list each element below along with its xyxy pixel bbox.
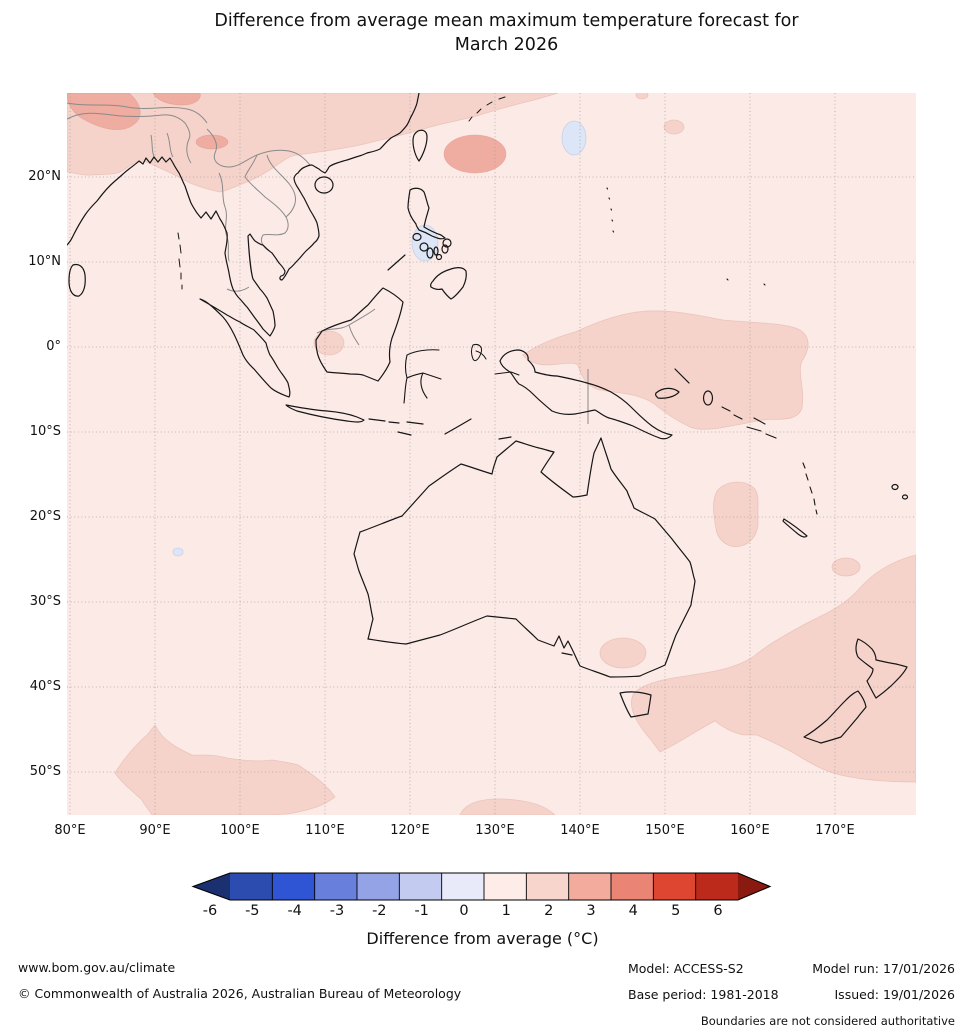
lon-label-100e: 100°E bbox=[220, 823, 260, 838]
lat-label-40s: 40°S bbox=[29, 679, 61, 694]
lon-label-170e: 170°E bbox=[815, 823, 855, 838]
lon-label-160e: 160°E bbox=[730, 823, 770, 838]
page-title-line2: March 2026 bbox=[454, 35, 559, 55]
colorbar-seg-7 bbox=[526, 873, 569, 900]
colorbar-seg-5 bbox=[441, 873, 484, 900]
lat-label-10n: 10°N bbox=[28, 254, 61, 269]
cbar-tick-6: 6 bbox=[713, 903, 723, 919]
lat-label-10s: 10°S bbox=[29, 424, 61, 439]
lat-label-50s: 50°S bbox=[29, 764, 61, 779]
country-borders bbox=[66, 102, 589, 424]
lon-label-120e: 120°E bbox=[390, 823, 430, 838]
lon-label-80e: 80°E bbox=[54, 823, 86, 838]
lon-label-150e: 150°E bbox=[645, 823, 685, 838]
cbar-tick-neg5: -5 bbox=[245, 903, 260, 919]
colorbar-segments bbox=[193, 873, 770, 900]
cbar-tick-neg2: -2 bbox=[372, 903, 387, 919]
anomaly-2-3-layer bbox=[66, 92, 507, 174]
colorbar-seg-11 bbox=[695, 873, 738, 900]
lat-label-30s: 30°S bbox=[29, 594, 61, 609]
lat-label-0: 0° bbox=[46, 339, 61, 354]
colorbar-seg-10 bbox=[653, 873, 696, 900]
graticule-gridlines bbox=[67, 93, 916, 815]
colorbar-tick-labels: -6 -5 -4 -3 -2 -1 0 1 2 3 4 5 6 bbox=[190, 903, 775, 923]
footer-model: Model: ACCESS-S2 bbox=[628, 961, 744, 976]
lon-label-90e: 90°E bbox=[139, 823, 171, 838]
cbar-tick-4: 4 bbox=[628, 903, 638, 919]
footer-base-period: Base period: 1981-2018 bbox=[628, 987, 779, 1002]
colorbar-seg-4 bbox=[399, 873, 442, 900]
coastlines bbox=[66, 92, 909, 744]
colorbar-seg-9 bbox=[611, 873, 654, 900]
colorbar-right-arrow bbox=[738, 873, 770, 900]
cbar-tick-neg1: -1 bbox=[414, 903, 429, 919]
anomaly-1-2-layer bbox=[66, 90, 917, 816]
lat-label-20s: 20°S bbox=[29, 509, 61, 524]
cbar-tick-5: 5 bbox=[671, 903, 681, 919]
lon-label-140e: 140°E bbox=[560, 823, 600, 838]
colorbar-dividers bbox=[271, 873, 697, 900]
footer-issued: Issued: 19/01/2026 bbox=[834, 987, 956, 1002]
colorbar-left-arrow bbox=[193, 873, 230, 900]
cbar-tick-1: 1 bbox=[501, 903, 511, 919]
cbar-tick-neg6: -6 bbox=[202, 903, 218, 919]
page-title: Difference from average mean maximum tem… bbox=[0, 9, 965, 57]
colorbar-label: Difference from average (°C) bbox=[366, 929, 599, 948]
colorbar-seg-3 bbox=[357, 873, 400, 900]
lon-label-130e: 130°E bbox=[475, 823, 515, 838]
colorbar-seg-2 bbox=[314, 873, 357, 900]
colorbar-seg-1 bbox=[272, 873, 315, 900]
lon-label-110e: 110°E bbox=[305, 823, 345, 838]
colorbar-seg-6 bbox=[484, 873, 527, 900]
footer-model-run: Model run: 17/01/2026 bbox=[812, 961, 955, 976]
page-title-line1: Difference from average mean maximum tem… bbox=[214, 11, 799, 31]
cbar-tick-0: 0 bbox=[459, 903, 469, 919]
footer-copyright: © Commonwealth of Australia 2026, Austra… bbox=[18, 986, 462, 1001]
forecast-map bbox=[66, 90, 917, 816]
colorbar-outline bbox=[191, 872, 772, 901]
cbar-tick-3: 3 bbox=[586, 903, 596, 919]
colorbar bbox=[191, 872, 772, 901]
cbar-tick-neg4: -4 bbox=[287, 903, 302, 919]
cbar-tick-neg3: -3 bbox=[329, 903, 345, 919]
map-canvas bbox=[66, 90, 917, 816]
colorbar-seg-8 bbox=[568, 873, 611, 900]
footer-url: www.bom.gov.au/climate bbox=[18, 960, 176, 975]
footer-disclaimer: Boundaries are not considered authoritat… bbox=[700, 1014, 955, 1028]
colorbar-seg-0 bbox=[230, 873, 273, 900]
cbar-tick-2: 2 bbox=[544, 903, 554, 919]
lat-label-20n: 20°N bbox=[28, 169, 61, 184]
